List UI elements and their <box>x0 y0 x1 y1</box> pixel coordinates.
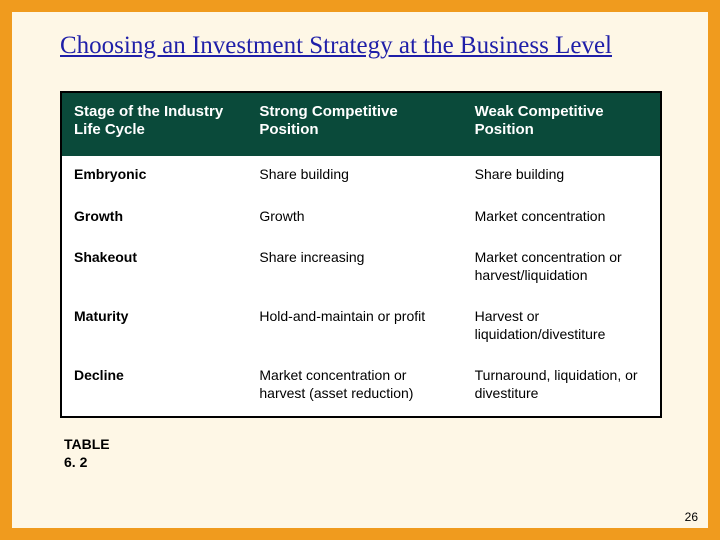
cell-strong: Share building <box>247 156 462 198</box>
table-row: Embryonic Share building Share building <box>62 156 660 198</box>
cell-weak: Share building <box>463 156 660 198</box>
slide-title: Choosing an Investment Strategy at the B… <box>60 30 668 63</box>
strategy-table: Stage of the Industry Life Cycle Strong … <box>60 91 662 419</box>
cell-weak: Turnaround, liquidation, or divestiture <box>463 357 660 416</box>
cell-weak: Market concentration <box>463 198 660 240</box>
table-label-line1: TABLE <box>64 436 110 452</box>
col-header-strong: Strong Competitive Position <box>247 93 462 157</box>
cell-strong: Market concentration or harvest (asset r… <box>247 357 462 416</box>
cell-stage: Shakeout <box>62 239 247 298</box>
cell-stage: Decline <box>62 357 247 416</box>
cell-stage: Embryonic <box>62 156 247 198</box>
cell-weak: Market concentration or harvest/liquidat… <box>463 239 660 298</box>
table-row: Growth Growth Market concentration <box>62 198 660 240</box>
cell-stage: Growth <box>62 198 247 240</box>
page-number: 26 <box>685 510 698 524</box>
table-label: TABLE 6. 2 <box>64 436 668 471</box>
table-row: Decline Market concentration or harvest … <box>62 357 660 416</box>
cell-strong: Growth <box>247 198 462 240</box>
cell-strong: Hold-and-maintain or profit <box>247 298 462 357</box>
table-row: Maturity Hold-and-maintain or profit Har… <box>62 298 660 357</box>
col-header-weak: Weak Competitive Position <box>463 93 660 157</box>
cell-weak: Harvest or liquidation/divestiture <box>463 298 660 357</box>
cell-strong: Share increasing <box>247 239 462 298</box>
table-label-line2: 6. 2 <box>64 454 87 470</box>
cell-stage: Maturity <box>62 298 247 357</box>
col-header-stage: Stage of the Industry Life Cycle <box>62 93 247 157</box>
table-row: Shakeout Share increasing Market concent… <box>62 239 660 298</box>
